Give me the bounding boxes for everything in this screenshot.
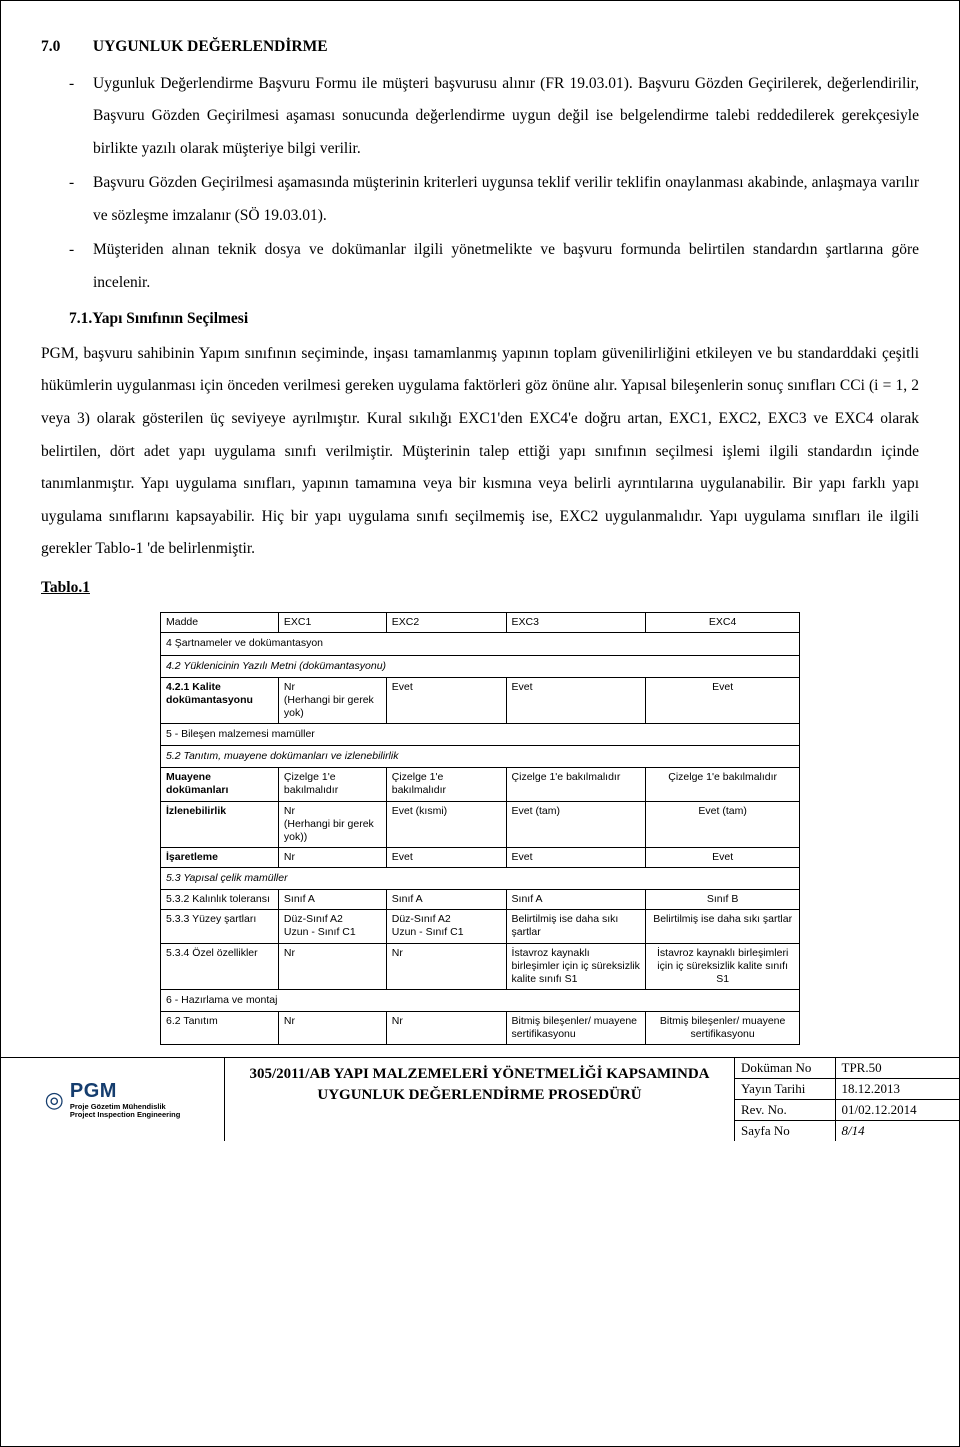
table-label: Tablo.1 (41, 572, 919, 605)
body-paragraph: PGM, başvuru sahibinin Yapım sınıfının s… (41, 338, 919, 566)
meta-value: 8/14 (835, 1121, 959, 1142)
dash-icon: - (69, 234, 93, 299)
tablo1-cell: Evet (506, 677, 646, 723)
bullet-text: Uygunluk Değerlendirme Başvuru Formu ile… (93, 68, 919, 166)
tablo1-cell: Sınıf A (506, 890, 646, 910)
tablo1-cell: Evet (646, 677, 800, 723)
tablo1-cell: İstavroz kaynaklı birleşimler için iç sü… (506, 943, 646, 989)
tablo1-cell: 6.2 Tanıtım (161, 1012, 279, 1045)
tablo1-cell: Nr (386, 943, 506, 989)
tablo1-cell: Bitmiş bileşenler/ muayene sertifikasyon… (506, 1012, 646, 1045)
tablo1-cell: Çizelge 1'e bakılmalıdır (386, 768, 506, 801)
tablo1-cell: Sınıf B (646, 890, 800, 910)
tablo1-section-row: 6 - Hazırlama ve montaj (161, 989, 800, 1011)
tablo1-cell: Nr (278, 847, 386, 867)
section-heading: 7.0 UYGUNLUK DEĞERLENDİRME (41, 31, 919, 64)
tablo1-cell: Sınıf A (386, 890, 506, 910)
tablo1-cell: Nr (278, 943, 386, 989)
tablo1-cell: Düz-Sınıf A2Uzun - Sınıf C1 (386, 910, 506, 943)
logo-text: PGM Proje Gözetim Mühendislik Project In… (70, 1080, 180, 1120)
meta-key: Yayın Tarihi (735, 1079, 835, 1100)
bullet-list: - Uygunluk Değerlendirme Başvuru Formu i… (69, 68, 919, 300)
tablo1-cell: Evet (386, 847, 506, 867)
tablo1-section-row: 5.2 Tanıtım, muayene dokümanları ve izle… (161, 746, 800, 768)
tablo1-cell: Bitmiş bileşenler/ muayene sertifikasyon… (646, 1012, 800, 1045)
tablo1-section-row: 5.3 Yapısal çelik mamüller (161, 868, 800, 890)
tablo1-cell: Nr(Herhangi bir gerek yok) (278, 677, 386, 723)
tablo1-section-row: 4.2 Yüklenicinin Yazılı Metni (dokümanta… (161, 655, 800, 677)
footer-title: 305/2011/AB YAPI MALZEMELERİ YÖNETMELİĞİ… (225, 1058, 735, 1141)
section-title: UYGUNLUK DEĞERLENDİRME (93, 38, 328, 55)
dash-icon: - (69, 167, 93, 232)
tablo1-cell: Belirtilmiş ise daha sıkı şartlar (506, 910, 646, 943)
footer: ◎ PGM Proje Gözetim Mühendislik Project … (1, 1057, 959, 1141)
footer-logo-cell: ◎ PGM Proje Gözetim Mühendislik Project … (1, 1058, 225, 1141)
meta-table: Doküman NoTPR.50Yayın Tarihi18.12.2013Re… (735, 1058, 959, 1141)
tablo1-cell: İşaretleme (161, 847, 279, 867)
tablo1: MaddeEXC1EXC2EXC3EXC44 Şartnameler ve do… (160, 612, 800, 1045)
meta-value: TPR.50 (835, 1058, 959, 1079)
tablo1-cell: 5.3.4 Özel özellikler (161, 943, 279, 989)
tablo1-cell: Nr (278, 1012, 386, 1045)
tablo1-cell: Muayene dokümanları (161, 768, 279, 801)
tablo1-header-cell: Madde (161, 613, 279, 633)
bullet-item: - Uygunluk Değerlendirme Başvuru Formu i… (69, 68, 919, 166)
tablo1-cell: 4.2.1 Kalite dokümantasyonu (161, 677, 279, 723)
tablo1-header-cell: EXC4 (646, 613, 800, 633)
tablo1-wrap: MaddeEXC1EXC2EXC3EXC44 Şartnameler ve do… (41, 612, 919, 1045)
subsection-number: 7.1. (69, 310, 92, 327)
logo-line2: Project Inspection Engineering (70, 1111, 180, 1119)
meta-key: Sayfa No (735, 1121, 835, 1142)
meta-key: Rev. No. (735, 1100, 835, 1121)
meta-value: 18.12.2013 (835, 1079, 959, 1100)
meta-value: 01/02.12.2014 (835, 1100, 959, 1121)
meta-key: Doküman No (735, 1058, 835, 1079)
tablo1-cell: Evet (386, 677, 506, 723)
tablo1-section-row: 4 Şartnameler ve dokümantasyon (161, 633, 800, 655)
tablo1-cell: 5.3.3 Yüzey şartları (161, 910, 279, 943)
bullet-item: - Müşteriden alınan teknik dosya ve dokü… (69, 234, 919, 299)
tablo1-cell: Çizelge 1'e bakılmalıdır (646, 768, 800, 801)
tablo1-section-row: 5 - Bileşen malzemesi mamüller (161, 724, 800, 746)
tablo1-cell: Belirtilmiş ise daha sıkı şartlar (646, 910, 800, 943)
tablo1-header-cell: EXC1 (278, 613, 386, 633)
tablo1-cell: Çizelge 1'e bakılmalıdır (278, 768, 386, 801)
footer-meta: Doküman NoTPR.50Yayın Tarihi18.12.2013Re… (735, 1058, 959, 1141)
tablo1-cell: Sınıf A (278, 890, 386, 910)
dash-icon: - (69, 68, 93, 166)
tablo1-header-cell: EXC2 (386, 613, 506, 633)
page: 7.0 UYGUNLUK DEĞERLENDİRME - Uygunluk De… (0, 0, 960, 1447)
tablo1-cell: Çizelge 1'e bakılmalıdır (506, 768, 646, 801)
tablo1-cell: Düz-Sınıf A2Uzun - Sınıf C1 (278, 910, 386, 943)
tablo1-cell: İzlenebilirlik (161, 801, 279, 847)
tablo1-cell: İstavroz kaynaklı birleşimleri için iç s… (646, 943, 800, 989)
section-number: 7.0 (41, 31, 89, 64)
tablo1-cell: Evet (tam) (646, 801, 800, 847)
tablo1-header-cell: EXC3 (506, 613, 646, 633)
subsection-title: Yapı Sınıfının Seçilmesi (92, 310, 248, 327)
tablo1-cell: Evet (506, 847, 646, 867)
tablo1-cell: Nr (386, 1012, 506, 1045)
bullet-text: Müşteriden alınan teknik dosya ve doküma… (93, 234, 919, 299)
bullet-text: Başvuru Gözden Geçirilmesi aşamasında mü… (93, 167, 919, 232)
tablo1-cell: 5.3.2 Kalınlık toleransı (161, 890, 279, 910)
logo: ◎ PGM Proje Gözetim Mühendislik Project … (45, 1080, 181, 1120)
logo-brand: PGM (70, 1080, 180, 1103)
tablo1-cell: Nr(Herhangi bir gerek yok)) (278, 801, 386, 847)
content-area: 7.0 UYGUNLUK DEĞERLENDİRME - Uygunluk De… (1, 1, 959, 1045)
tablo1-cell: Evet (646, 847, 800, 867)
tablo1-cell: Evet (tam) (506, 801, 646, 847)
bullet-item: - Başvuru Gözden Geçirilmesi aşamasında … (69, 167, 919, 232)
tablo1-cell: Evet (kısmi) (386, 801, 506, 847)
spiral-icon: ◎ (45, 1087, 64, 1113)
subsection-heading: 7.1.Yapı Sınıfının Seçilmesi (69, 303, 919, 336)
